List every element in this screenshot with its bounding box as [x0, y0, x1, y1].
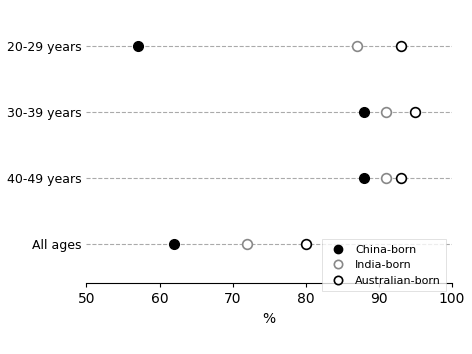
- X-axis label: %: %: [262, 312, 276, 326]
- Legend: China-born, India-born, Australian-born: China-born, India-born, Australian-born: [321, 239, 447, 291]
